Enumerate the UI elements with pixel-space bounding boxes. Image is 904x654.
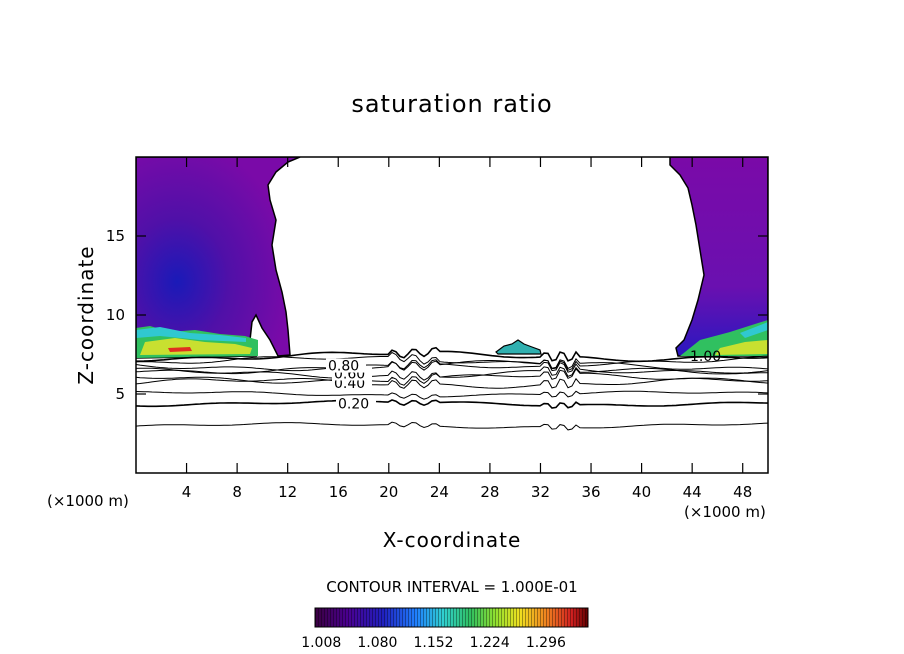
- left-band-cyan: [136, 327, 246, 342]
- supersaturated-regions: [136, 157, 768, 359]
- contour-line: [136, 421, 768, 431]
- contour-label: 0.20: [338, 396, 369, 412]
- x-tick-label: 16: [329, 483, 348, 501]
- colorbar-tick-label: 1.152: [414, 635, 454, 651]
- contour-line: [136, 366, 768, 381]
- x-tick-label: 32: [531, 483, 550, 501]
- colorbar-tick-label: 1.008: [301, 635, 341, 651]
- contour-labels: 0.200.400.600.801.00: [326, 349, 721, 412]
- contour-label: 0.80: [328, 359, 359, 375]
- contour-label: 1.00: [690, 349, 721, 365]
- right-band-yellow: [715, 340, 768, 355]
- x-tick-label: 24: [430, 483, 449, 501]
- colorbar-tick-label: 1.296: [526, 635, 566, 651]
- contour-lines: [136, 346, 768, 431]
- x-unit-left: (×1000 m): [47, 492, 129, 510]
- x-unit-right: (×1000 m): [684, 503, 766, 521]
- center-region: [495, 339, 542, 355]
- x-tick-label: 44: [683, 483, 702, 501]
- left-region: [136, 157, 301, 359]
- contour-label-bg: [326, 358, 366, 373]
- y-tick-label: 10: [106, 306, 125, 324]
- contour-line: [136, 390, 768, 400]
- colorbar-tick-label: 1.224: [470, 635, 510, 651]
- y-tick-label: 5: [115, 385, 125, 403]
- colorbar-stripes: [315, 608, 588, 627]
- contour-line: [136, 351, 768, 371]
- chart-title: saturation ratio: [351, 90, 552, 118]
- colorbar-labels: 1.008 1.080 1.152 1.224 1.296: [301, 635, 566, 651]
- x-tick-label: 12: [278, 483, 297, 501]
- colorbar-tick-label: 1.080: [357, 635, 397, 651]
- x-tick-label: 40: [632, 483, 651, 501]
- contour-line: [136, 359, 768, 375]
- x-tick-label: 20: [379, 483, 398, 501]
- left-band-yellow: [140, 338, 252, 355]
- x-axis-label: X-coordinate: [383, 528, 522, 552]
- x-tick-label: 8: [232, 483, 242, 501]
- contour-line: [136, 399, 768, 409]
- contour-line: [136, 377, 768, 389]
- x-tick-label: 4: [182, 483, 192, 501]
- contour-line: [136, 368, 768, 386]
- contour-line: [136, 358, 768, 372]
- y-axis-label: Z-coordinate: [74, 245, 98, 384]
- contour-label-bg: [336, 396, 376, 411]
- x-tick-label: 36: [581, 483, 600, 501]
- x-tick-label: 28: [480, 483, 499, 501]
- y-tick-label: 15: [106, 227, 125, 245]
- right-band-cyan: [740, 322, 768, 338]
- x-tick-label: 48: [733, 483, 752, 501]
- contour-interval-text: CONTOUR INTERVAL = 1.000E-01: [326, 578, 577, 596]
- left-band-red: [168, 347, 192, 352]
